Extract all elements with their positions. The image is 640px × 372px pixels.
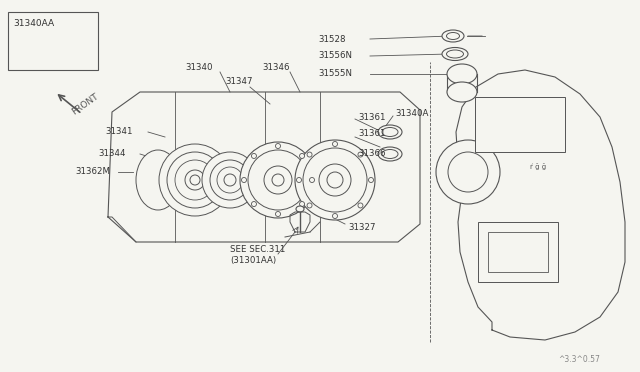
Circle shape: [303, 148, 367, 212]
Ellipse shape: [136, 150, 180, 210]
Circle shape: [202, 152, 258, 208]
Circle shape: [241, 177, 246, 183]
Circle shape: [300, 202, 305, 206]
Circle shape: [300, 154, 305, 158]
Text: 31361: 31361: [358, 112, 385, 122]
Circle shape: [307, 203, 312, 208]
Circle shape: [210, 160, 250, 200]
Circle shape: [272, 174, 284, 186]
Circle shape: [275, 144, 280, 148]
Text: 31555N: 31555N: [318, 70, 352, 78]
Circle shape: [448, 152, 488, 192]
Text: 31346: 31346: [262, 62, 289, 71]
Ellipse shape: [296, 206, 304, 212]
Text: 31344: 31344: [98, 150, 125, 158]
Circle shape: [319, 164, 351, 196]
Bar: [8, 12, 98, 70]
Circle shape: [224, 174, 236, 186]
Text: 31366: 31366: [358, 150, 385, 158]
Circle shape: [167, 152, 223, 208]
Circle shape: [333, 141, 337, 147]
Bar: [478, 222, 558, 282]
Ellipse shape: [382, 128, 398, 137]
Ellipse shape: [378, 147, 402, 161]
Text: SEE SEC.311: SEE SEC.311: [230, 246, 285, 254]
Ellipse shape: [378, 125, 402, 139]
Circle shape: [358, 203, 363, 208]
Circle shape: [159, 144, 231, 216]
Text: 31340: 31340: [185, 62, 212, 71]
Text: 31327: 31327: [348, 222, 376, 231]
Circle shape: [264, 166, 292, 194]
Circle shape: [217, 167, 243, 193]
Circle shape: [369, 177, 374, 183]
Circle shape: [296, 177, 301, 183]
Circle shape: [436, 140, 500, 204]
Text: 31340A: 31340A: [395, 109, 428, 119]
Circle shape: [252, 202, 257, 206]
Ellipse shape: [447, 50, 463, 58]
Text: 31361: 31361: [358, 129, 385, 138]
Text: 31347: 31347: [225, 77, 253, 87]
Text: 31528: 31528: [318, 35, 346, 44]
Ellipse shape: [447, 32, 460, 39]
Text: (31301AA): (31301AA): [230, 256, 276, 264]
Ellipse shape: [442, 48, 468, 61]
Circle shape: [175, 160, 215, 200]
Text: 31340AA: 31340AA: [13, 19, 54, 28]
Text: FRONT: FRONT: [70, 92, 100, 116]
Circle shape: [240, 142, 316, 218]
Ellipse shape: [382, 150, 398, 158]
Ellipse shape: [447, 82, 477, 102]
Text: ^3.3^0.57: ^3.3^0.57: [558, 356, 600, 365]
Circle shape: [310, 177, 314, 183]
Text: 31341: 31341: [105, 128, 132, 137]
Bar: [488, 232, 548, 272]
Circle shape: [190, 175, 200, 185]
Circle shape: [252, 154, 257, 158]
Text: ŕ ĝ ĝ: ŕ ĝ ĝ: [530, 164, 546, 170]
Text: 31556N: 31556N: [318, 51, 352, 61]
Ellipse shape: [447, 64, 477, 84]
Circle shape: [333, 214, 337, 218]
Circle shape: [185, 170, 205, 190]
Ellipse shape: [442, 30, 464, 42]
Circle shape: [358, 152, 363, 157]
Circle shape: [275, 212, 280, 217]
Bar: [475, 97, 565, 152]
Circle shape: [327, 172, 343, 188]
Circle shape: [248, 150, 308, 210]
Circle shape: [295, 140, 375, 220]
Text: 31362M: 31362M: [75, 167, 110, 176]
Circle shape: [307, 152, 312, 157]
